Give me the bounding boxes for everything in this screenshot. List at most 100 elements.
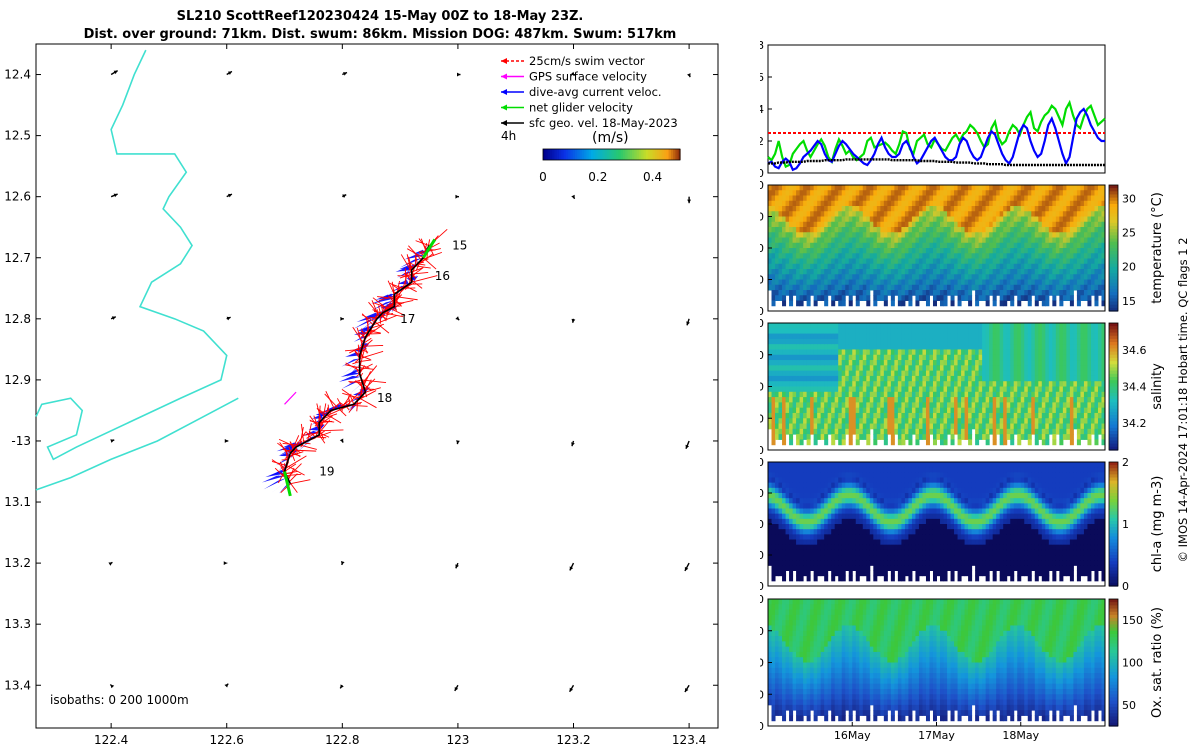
heatmap-cell xyxy=(778,418,783,425)
heatmap-cell xyxy=(999,284,1004,291)
heatmap-cell xyxy=(999,344,1004,350)
heatmap-cell xyxy=(1045,232,1050,238)
heatmap-cell xyxy=(1087,242,1092,249)
heatmap-cell xyxy=(936,295,941,301)
heatmap-cell xyxy=(915,428,920,435)
heatmap-cell xyxy=(810,360,815,366)
heatmap-cell xyxy=(862,227,867,233)
heatmap-cell xyxy=(1090,185,1095,191)
heatmap-cell xyxy=(992,258,997,265)
heatmap-cell xyxy=(890,333,895,340)
heatmap-cell xyxy=(869,370,874,377)
heatmap-cell xyxy=(810,253,815,259)
heatmap-cell xyxy=(1052,216,1057,223)
heatmap-cell xyxy=(1038,370,1043,377)
heatmap-cell xyxy=(936,232,941,238)
heatmap-cell xyxy=(971,360,976,366)
heatmap-cell xyxy=(1027,333,1032,340)
heatmap-cell xyxy=(1066,402,1071,409)
heatmap-cell xyxy=(947,290,952,296)
heatmap-cell xyxy=(1045,284,1050,291)
heatmap-cell xyxy=(911,227,916,233)
heatmap-cell xyxy=(841,274,846,280)
heatmap-cell xyxy=(1059,418,1064,425)
heatmap-cell xyxy=(820,237,825,244)
heatmap-cell xyxy=(782,237,787,244)
heatmap-cell xyxy=(975,269,980,275)
heatmap-cell xyxy=(1052,423,1057,430)
heatmap-cell xyxy=(989,284,994,291)
heatmap-cell xyxy=(838,360,843,366)
heatmap-cell xyxy=(824,349,829,356)
heatmap-cell xyxy=(1031,279,1036,286)
heatmap-cell xyxy=(996,253,1001,259)
heatmap-cell xyxy=(1076,397,1081,403)
heatmap-cell xyxy=(852,279,857,286)
heatmap-cell xyxy=(792,344,797,350)
colorbar-cell xyxy=(1109,273,1118,277)
heatmap-cell xyxy=(1066,263,1071,270)
heatmap-cell xyxy=(918,412,923,419)
colorbar-cell xyxy=(613,149,617,160)
heatmap-cell xyxy=(1101,258,1106,265)
heatmap-cell xyxy=(999,365,1004,372)
heatmap-cell xyxy=(1006,354,1011,361)
heatmap-cell xyxy=(1059,338,1064,345)
heatmap-cell xyxy=(957,354,962,361)
heatmap-cell xyxy=(880,344,885,350)
heatmap-cell xyxy=(901,381,906,387)
heatmap-cell xyxy=(929,365,934,372)
heatmap-cell xyxy=(887,190,892,196)
heatmap-cell xyxy=(859,237,864,244)
heatmap-cell xyxy=(792,227,797,233)
heatmap-cell xyxy=(782,216,787,223)
heatmap-cell xyxy=(887,258,892,265)
heatmap-cell xyxy=(1094,227,1099,233)
heatmap-cell xyxy=(1038,375,1043,382)
heatmap-cell xyxy=(1090,279,1095,286)
heatmap-cell xyxy=(869,344,874,350)
heatmap-cell xyxy=(1006,242,1011,249)
heatmap-cell xyxy=(1038,295,1043,301)
heatmap-cell xyxy=(968,402,973,409)
heatmap-cell xyxy=(778,423,783,430)
colorbar-cell xyxy=(577,149,581,160)
heatmap-cell xyxy=(771,391,776,398)
heatmap-cell xyxy=(855,232,860,238)
heatmap-cell xyxy=(1059,290,1064,296)
heatmap-cell xyxy=(1003,295,1008,301)
heatmap-cell xyxy=(768,328,773,335)
heatmap-cell xyxy=(1101,284,1106,291)
heatmap-cell xyxy=(1059,349,1064,356)
colorbar-cell xyxy=(666,149,670,160)
swim-vector xyxy=(349,345,363,354)
heatmap-cell xyxy=(768,381,773,387)
swim-vector xyxy=(342,392,360,399)
heatmap-cell xyxy=(968,258,973,265)
heatmap-cell xyxy=(1087,386,1092,393)
heatmap-cell xyxy=(992,333,997,340)
heatmap-cell xyxy=(796,391,801,398)
heatmap-cell xyxy=(834,370,839,377)
heatmap-cell xyxy=(1097,195,1102,202)
heatmap-cell xyxy=(1024,344,1029,350)
heatmap-cell xyxy=(1083,402,1088,409)
heatmap-cell xyxy=(817,284,822,291)
heatmap-cell xyxy=(957,190,962,196)
heatmap-cell xyxy=(1055,263,1060,270)
heatmap-cell xyxy=(982,206,987,212)
heatmap-cell xyxy=(964,360,969,366)
heatmap-cell xyxy=(841,227,846,233)
heatmap-cell xyxy=(813,402,818,409)
heatmap-cell xyxy=(1052,284,1057,291)
heatmap-cell xyxy=(894,333,899,340)
heatmap-cell xyxy=(845,290,850,296)
heatmap-cell xyxy=(796,434,801,440)
heatmap-cell xyxy=(1045,295,1050,301)
heatmap-cell xyxy=(859,185,864,191)
heatmap-cell xyxy=(989,386,994,393)
heatmap-cell xyxy=(915,248,920,254)
heatmap-cell xyxy=(813,232,818,238)
heatmap-cell xyxy=(768,344,773,350)
heatmap-cell xyxy=(989,370,994,377)
